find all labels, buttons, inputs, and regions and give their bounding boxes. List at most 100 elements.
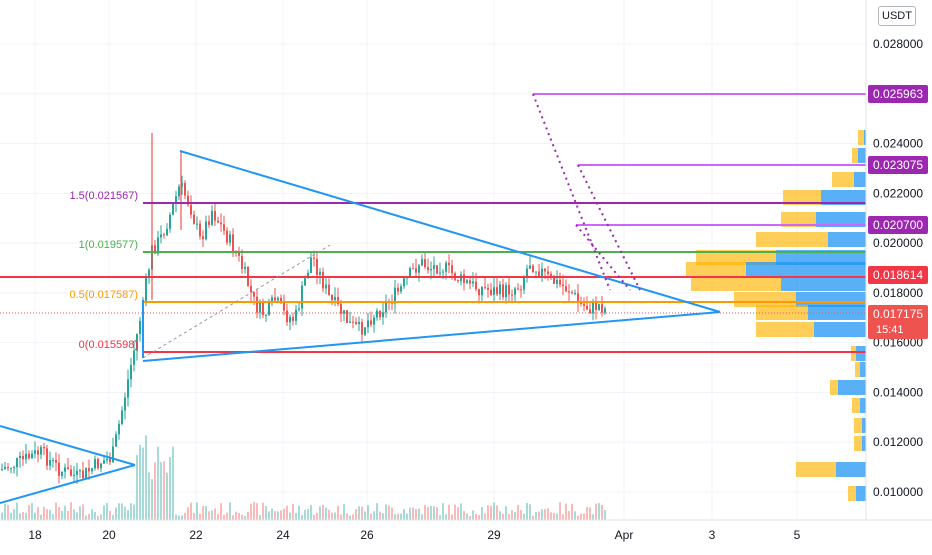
volume-bar bbox=[367, 505, 369, 520]
candle-body bbox=[472, 281, 474, 284]
candle-body bbox=[574, 293, 576, 295]
volume-bar bbox=[67, 510, 69, 520]
volume-bar bbox=[109, 510, 111, 520]
volume-bar bbox=[265, 506, 267, 520]
candle-body bbox=[160, 234, 162, 238]
candle-body bbox=[424, 259, 426, 268]
volume-bar bbox=[22, 512, 24, 520]
volume-bar bbox=[154, 462, 156, 520]
volume-bar bbox=[475, 513, 477, 520]
candle-body bbox=[202, 236, 204, 240]
volume-bar bbox=[253, 502, 255, 520]
candle-body bbox=[232, 234, 234, 252]
volume-profile-bar bbox=[854, 418, 862, 433]
candle-body bbox=[469, 280, 471, 284]
candle-body bbox=[187, 195, 189, 205]
volume-bar bbox=[136, 455, 138, 520]
candle-body bbox=[430, 268, 432, 271]
volume-bar bbox=[481, 507, 483, 520]
candle-body bbox=[70, 469, 72, 476]
volume-bar bbox=[34, 512, 36, 520]
volume-bar bbox=[490, 505, 492, 520]
volume-bar bbox=[397, 513, 399, 520]
volume-bar bbox=[340, 514, 342, 520]
volume-profile-bar bbox=[816, 212, 866, 227]
candle-body bbox=[79, 470, 81, 472]
volume-profile-bar bbox=[828, 232, 866, 247]
volume-bar bbox=[205, 506, 207, 520]
price-tag-label: 0.018614 bbox=[873, 268, 923, 282]
time-axis-tick-label: 18 bbox=[28, 528, 42, 542]
candle-body bbox=[274, 297, 276, 301]
candle-body bbox=[379, 310, 381, 318]
candle-body bbox=[547, 271, 549, 274]
candle-body bbox=[553, 276, 555, 284]
candle-body bbox=[262, 302, 264, 316]
candle-body bbox=[361, 321, 363, 335]
candle-body bbox=[433, 265, 435, 269]
time-axis-tick-label: 24 bbox=[276, 528, 290, 542]
volume-bar bbox=[76, 512, 78, 520]
volume-bar bbox=[52, 514, 54, 520]
candle-body bbox=[421, 259, 423, 266]
volume-bar bbox=[445, 514, 447, 520]
candle-body bbox=[166, 228, 168, 236]
volume-bar bbox=[580, 513, 582, 520]
time-axis-tick-label: 5 bbox=[794, 528, 801, 542]
candle-body bbox=[253, 291, 255, 297]
candle-body bbox=[106, 458, 108, 461]
triangle-lower-line bbox=[142, 311, 721, 362]
volume-bar bbox=[40, 514, 42, 520]
volume-bar bbox=[355, 509, 357, 520]
currency-badge[interactable]: USDT bbox=[878, 6, 916, 26]
volume-bar bbox=[433, 506, 435, 520]
candle-body bbox=[25, 453, 27, 460]
candle-body bbox=[502, 284, 504, 298]
volume-bar bbox=[103, 505, 105, 520]
volume-bar bbox=[208, 511, 210, 520]
candle-body bbox=[46, 448, 48, 466]
volume-bar bbox=[361, 506, 363, 520]
candle-body bbox=[397, 287, 399, 292]
candle-body bbox=[604, 308, 606, 313]
volume-bar bbox=[307, 509, 309, 520]
volume-bar bbox=[118, 503, 120, 520]
volume-bar bbox=[184, 512, 186, 520]
volume-bar bbox=[325, 507, 327, 520]
volume-bar bbox=[289, 512, 291, 520]
candle-body bbox=[169, 214, 171, 229]
volume-bar bbox=[313, 514, 315, 520]
volume-bar bbox=[64, 505, 66, 520]
candle-body bbox=[307, 272, 309, 279]
candle-body bbox=[529, 265, 531, 269]
price-axis[interactable]: 0.0280000.0260000.0240000.0220000.020000… bbox=[865, 0, 928, 520]
volume-bar bbox=[94, 511, 96, 520]
time-axis-tick-label: 29 bbox=[487, 528, 501, 542]
fib-retracement[interactable]: 1.5(0.021567) 1(0.019577) 0.5(0.017587) 0(0… bbox=[0, 190, 866, 359]
volume-bar bbox=[301, 515, 303, 520]
volume-bar bbox=[592, 514, 594, 520]
drawings[interactable] bbox=[0, 93, 866, 504]
time-axis-tick-label: 22 bbox=[189, 528, 203, 542]
price-tag-label: 0.025963 bbox=[873, 87, 923, 101]
candle-body bbox=[496, 287, 498, 295]
volume-profile-bar bbox=[852, 148, 858, 163]
time-axis[interactable]: 18 20 22 24 26 29 Apr 3 5 bbox=[0, 519, 932, 542]
candle-body bbox=[208, 221, 210, 225]
candle-body bbox=[34, 450, 36, 454]
candle-body bbox=[67, 467, 69, 470]
candle-body bbox=[55, 459, 57, 463]
volume-profile-bar bbox=[856, 486, 866, 501]
candle-body bbox=[127, 379, 129, 398]
volume-bar bbox=[496, 505, 498, 520]
volume-bar bbox=[310, 504, 312, 520]
price-tag bbox=[868, 85, 928, 103]
volume-bar bbox=[262, 502, 264, 520]
price-axis-tick-label: 0.014000 bbox=[873, 385, 923, 399]
candle-body bbox=[283, 302, 285, 311]
candle-body bbox=[58, 462, 60, 476]
volume-bar bbox=[430, 505, 432, 520]
volume-bar bbox=[559, 502, 561, 520]
